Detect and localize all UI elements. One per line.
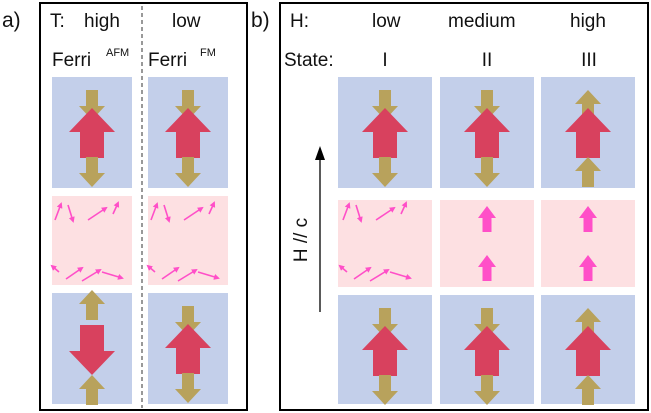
phase-name: Ferri	[52, 50, 91, 71]
spin-arrow	[197, 271, 220, 280]
spin-up	[579, 206, 597, 232]
spin-arrow	[112, 201, 120, 215]
state: I	[382, 50, 387, 71]
spin-up	[478, 206, 496, 232]
phase-sup: FM	[200, 47, 216, 59]
large-spin	[69, 325, 115, 375]
phase-name: Ferri	[148, 50, 187, 71]
spin-arrow	[163, 204, 171, 223]
small-spin	[474, 375, 500, 405]
h-level: high	[570, 11, 606, 32]
panel-a-frame	[39, 2, 248, 411]
small-spin	[175, 306, 201, 336]
small-spin	[575, 157, 601, 187]
spin-arrow	[342, 202, 351, 221]
large-spin	[165, 324, 211, 374]
spin-arrow	[146, 264, 156, 273]
spin-arrow	[389, 271, 412, 280]
spin-arrow	[355, 204, 363, 223]
small-spin	[575, 375, 601, 405]
field-axis-head	[315, 146, 325, 160]
spin-arrow	[87, 206, 108, 221]
layer	[148, 196, 228, 285]
t-high: high	[84, 11, 120, 32]
spin-arrow	[50, 264, 60, 273]
spin-arrow	[208, 201, 216, 215]
spin-arrow	[54, 202, 63, 221]
h-label: H:	[290, 11, 309, 32]
small-spin	[575, 90, 601, 120]
spin-arrow	[67, 204, 75, 223]
spin-arrow	[150, 202, 159, 221]
large-spin	[464, 108, 510, 158]
state: II	[482, 50, 493, 71]
panel-label: a)	[2, 9, 21, 32]
spin-arrow	[400, 201, 408, 215]
spin-arrow	[177, 268, 198, 282]
large-spin	[165, 108, 211, 158]
spin-up	[478, 255, 496, 281]
spin-up	[579, 255, 597, 281]
large-spin	[565, 326, 611, 376]
small-spin	[79, 290, 105, 320]
spin-arrow	[65, 266, 84, 280]
t-label: T:	[50, 11, 65, 32]
spin-arrow	[161, 266, 180, 280]
phase-sup: AFM	[106, 47, 129, 59]
small-spin	[175, 373, 201, 403]
panel-b-frame	[279, 2, 649, 411]
small-spin	[474, 308, 500, 338]
large-spin	[362, 108, 408, 158]
spin-arrow	[101, 271, 124, 280]
panel-label: b)	[251, 9, 270, 32]
small-spin	[79, 157, 105, 187]
large-spin	[464, 326, 510, 376]
small-spin	[175, 157, 201, 187]
axis-label: H // c	[291, 218, 312, 262]
h-level: low	[372, 11, 401, 32]
t-low: low	[172, 11, 201, 32]
h-level: medium	[448, 11, 516, 32]
small-spin	[79, 375, 105, 405]
state-label: State:	[284, 50, 334, 71]
layer	[52, 196, 132, 285]
spin-arrow	[375, 206, 396, 221]
large-spin	[69, 108, 115, 158]
spin-arrow	[369, 268, 390, 282]
small-spin	[372, 157, 398, 187]
spin-arrow	[353, 266, 372, 280]
small-spin	[474, 157, 500, 187]
spin-arrow	[183, 206, 204, 221]
state: III	[581, 50, 597, 71]
small-spin	[372, 90, 398, 120]
small-spin	[79, 90, 105, 120]
small-spin	[575, 308, 601, 338]
small-spin	[372, 308, 398, 338]
spin-arrow	[81, 268, 102, 282]
large-spin	[565, 108, 611, 158]
small-spin	[372, 375, 398, 405]
small-spin	[175, 90, 201, 120]
large-spin	[362, 326, 408, 376]
small-spin	[474, 90, 500, 120]
spin-arrow	[338, 264, 348, 273]
